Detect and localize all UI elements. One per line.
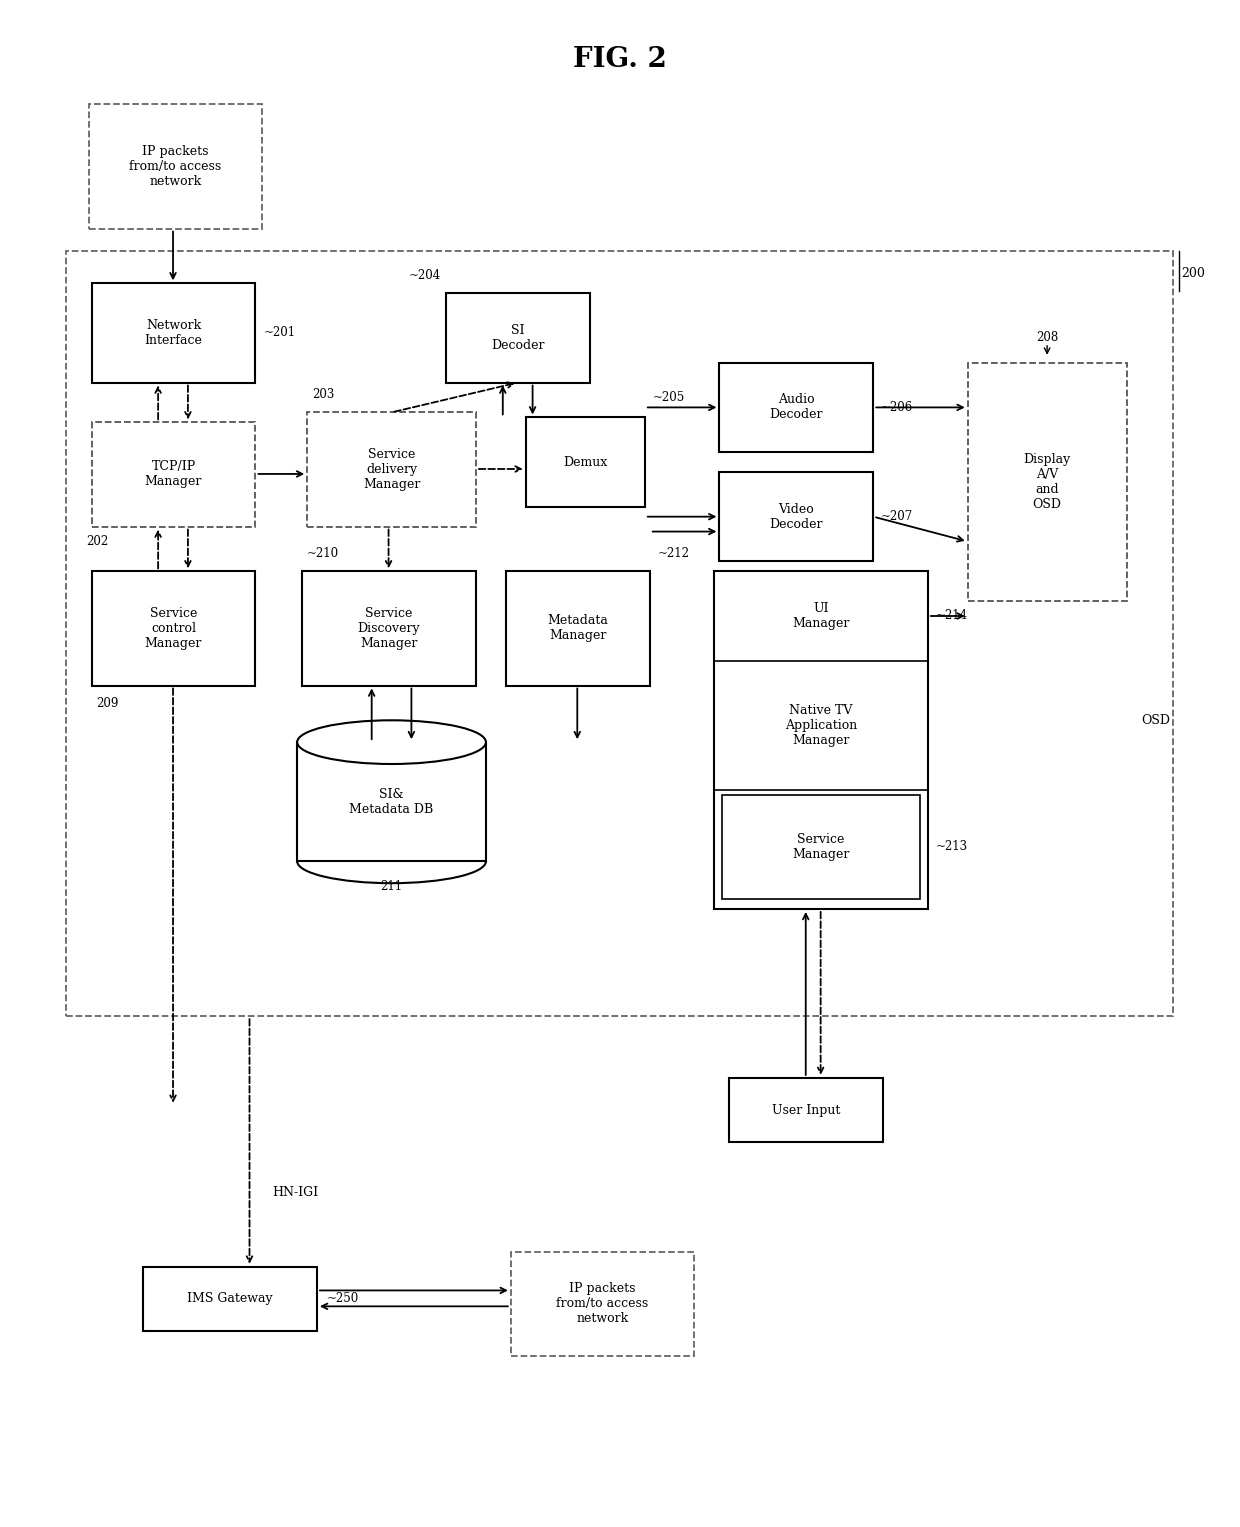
Text: ~212: ~212 <box>657 547 689 560</box>
Bar <box>526 417 645 507</box>
Text: Display
A/V
and
OSD: Display A/V and OSD <box>1023 454 1070 512</box>
Bar <box>506 571 650 686</box>
Text: 203: 203 <box>312 388 335 402</box>
Text: Service
delivery
Manager: Service delivery Manager <box>363 447 420 492</box>
Bar <box>88 104 263 229</box>
Text: ~205: ~205 <box>652 391 684 405</box>
Text: ~201: ~201 <box>263 327 295 339</box>
Bar <box>298 742 486 861</box>
Text: HN-IGI: HN-IGI <box>273 1185 319 1199</box>
Bar <box>719 363 873 452</box>
Text: ~204: ~204 <box>409 269 441 282</box>
Text: 211: 211 <box>381 880 403 893</box>
Bar <box>66 252 1173 1017</box>
Text: Network
Interface: Network Interface <box>145 319 202 347</box>
Bar <box>92 282 255 383</box>
Text: FIG. 2: FIG. 2 <box>573 46 667 73</box>
Text: SI
Decoder: SI Decoder <box>491 324 544 351</box>
Text: ~214: ~214 <box>936 609 968 623</box>
Text: UI
Manager: UI Manager <box>792 602 849 631</box>
Bar <box>446 293 590 383</box>
Bar <box>308 412 476 527</box>
Text: 202: 202 <box>87 534 109 548</box>
Bar <box>714 571 928 909</box>
Text: ~206: ~206 <box>882 402 914 414</box>
Text: ~213: ~213 <box>936 840 968 854</box>
Bar <box>967 363 1127 602</box>
Bar <box>92 571 255 686</box>
Bar <box>729 1078 883 1142</box>
Ellipse shape <box>298 721 486 764</box>
Text: Demux: Demux <box>563 455 608 469</box>
Bar <box>723 794 920 899</box>
Text: Native TV
Application
Manager: Native TV Application Manager <box>785 704 857 747</box>
Text: Service
control
Manager: Service control Manager <box>145 606 202 651</box>
Text: Video
Decoder: Video Decoder <box>770 502 823 531</box>
Text: Audio
Decoder: Audio Decoder <box>770 394 823 421</box>
Text: OSD: OSD <box>1142 713 1171 727</box>
Text: Service
Discovery
Manager: Service Discovery Manager <box>358 606 420 651</box>
Text: SI&
Metadata DB: SI& Metadata DB <box>350 788 434 815</box>
Bar <box>511 1252 694 1356</box>
Text: 209: 209 <box>97 696 119 710</box>
Bar <box>92 423 255 527</box>
Text: 208: 208 <box>1035 331 1058 345</box>
Text: ~250: ~250 <box>327 1292 360 1306</box>
Text: IP packets
from/to access
network: IP packets from/to access network <box>129 145 222 188</box>
Text: 200: 200 <box>1182 267 1205 279</box>
Text: Service
Manager: Service Manager <box>792 832 849 861</box>
Text: TCP/IP
Manager: TCP/IP Manager <box>145 461 202 489</box>
Text: IMS Gateway: IMS Gateway <box>187 1292 273 1306</box>
Bar <box>144 1266 317 1332</box>
Text: ~210: ~210 <box>308 547 340 560</box>
Text: IP packets
from/to access
network: IP packets from/to access network <box>557 1283 649 1325</box>
Bar <box>719 472 873 562</box>
Text: Metadata
Manager: Metadata Manager <box>547 614 609 643</box>
Text: ~207: ~207 <box>882 510 914 524</box>
Bar <box>303 571 476 686</box>
Text: User Input: User Input <box>773 1104 841 1116</box>
